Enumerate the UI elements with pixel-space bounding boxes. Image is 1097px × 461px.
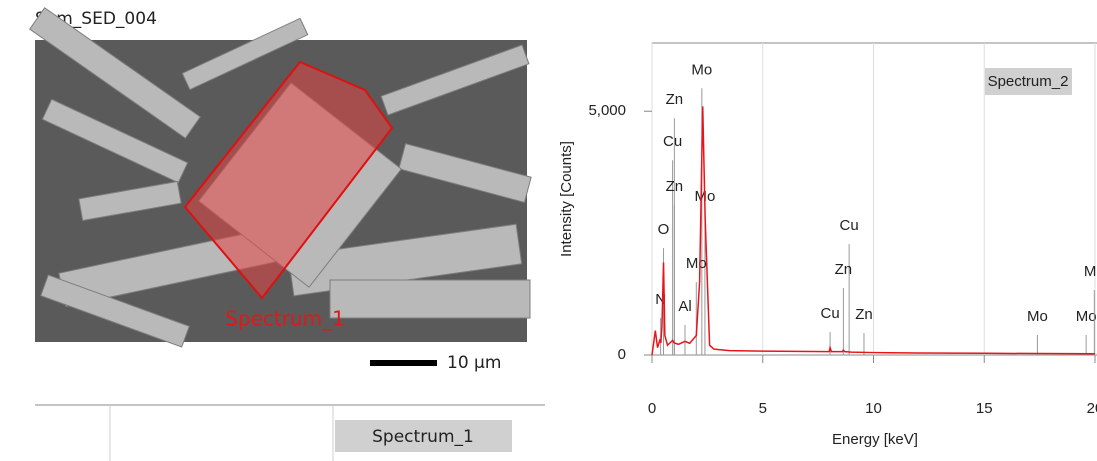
sem-image: Spectrum_1 xyxy=(29,7,532,348)
scale-label: 10 µm xyxy=(447,353,501,373)
element-label: O xyxy=(658,221,670,238)
scale-bar xyxy=(370,360,437,366)
element-label: Zn xyxy=(666,178,684,195)
element-label: Cu xyxy=(663,133,682,150)
tag-box xyxy=(335,420,512,452)
y-tick-label: 5,000 xyxy=(588,102,626,119)
y-tick-label: 0 xyxy=(618,346,626,363)
region-label: Spectrum_1 xyxy=(225,307,345,331)
x-tick-label: 0 xyxy=(648,400,656,417)
element-label: Mo xyxy=(1084,263,1097,280)
x-axis-label: Energy [keV] xyxy=(832,431,918,448)
x-tick-label: 10 xyxy=(865,400,882,417)
legend-box xyxy=(985,68,1072,95)
element-label: Zn xyxy=(835,261,853,278)
x-tick-label: 5 xyxy=(759,400,767,417)
y-axis-label: Intensity [Counts] xyxy=(558,141,575,257)
element-label: Cu xyxy=(820,305,839,322)
element-label: Mo xyxy=(1027,308,1048,325)
element-label: Mo xyxy=(691,61,712,78)
element-label: Mo xyxy=(1076,308,1097,325)
legend-label: Spectrum_2 xyxy=(988,73,1069,90)
x-tick-label: 20 xyxy=(1087,400,1097,417)
element-label: Zn xyxy=(855,306,873,323)
element-label: Mo xyxy=(686,255,707,272)
element-label: Cu xyxy=(840,217,859,234)
spectrum-line xyxy=(651,106,1096,356)
x-tick-label: 15 xyxy=(976,400,993,417)
element-label: N xyxy=(655,291,666,308)
element-label: Zn xyxy=(666,91,684,108)
element-label: Al xyxy=(678,298,691,315)
tag-label: Spectrum_1 xyxy=(372,427,474,447)
